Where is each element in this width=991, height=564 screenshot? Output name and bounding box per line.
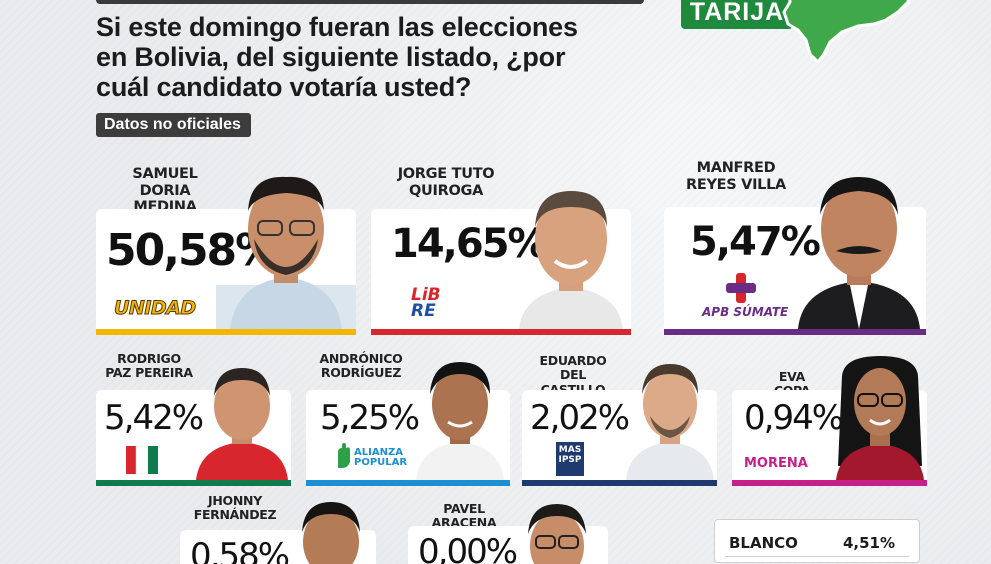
candidate-photo	[216, 176, 356, 329]
candidate-name: JORGE TUTO QUIROGA	[397, 166, 495, 199]
candidate-percentage: 0,58%	[190, 536, 290, 564]
candidate-percentage: 5,25%	[320, 398, 420, 438]
divider	[725, 556, 909, 557]
blank-vote-label: BLANCO	[729, 534, 798, 552]
candidate-card: 0,58%	[180, 502, 376, 564]
candidate-card: 5,47% APB SÚMATE	[664, 177, 926, 335]
candidate-photo	[416, 362, 504, 480]
candidate-percentage: 0,94%	[744, 398, 844, 438]
candidate-card: 14,65% LiB RE	[371, 191, 631, 335]
blank-vote-box: BLANCO 4,51%	[714, 519, 920, 563]
candidate-percentage: 0,00%	[418, 532, 518, 564]
party-color-bar	[664, 329, 926, 335]
candidate-percentage: 5,42%	[104, 398, 204, 438]
blank-vote-value: 4,51%	[842, 534, 895, 552]
candidate-photo	[196, 368, 288, 480]
candidate-name: ANDRÓNICO RODRÍGUEZ	[319, 351, 403, 381]
sumate-cross-icon	[726, 273, 756, 303]
party-logo-label: ALIANZA POPULAR	[354, 447, 408, 468]
party-color-bar	[96, 480, 291, 486]
party-color-bar	[371, 329, 631, 335]
party-logo-pdc	[126, 446, 158, 474]
candidate-name: RODRIGO PAZ PEREIRA	[105, 351, 193, 381]
candidate-percentage: 14,65%	[391, 221, 548, 267]
candidate-photo	[519, 191, 623, 329]
candidate-card: 0,94% MORENA	[732, 356, 927, 486]
party-logo-mas: MAS IPSP	[556, 442, 584, 476]
candidate-photo	[798, 177, 920, 329]
party-logo-unidad: UNIDAD	[114, 297, 197, 320]
candidate-name: JHONNY FERNÁNDEZ	[193, 493, 277, 523]
party-logo-morena: MORENA	[744, 456, 808, 471]
candidate-percentage: 2,02%	[530, 398, 630, 438]
candidate-card: 50,58% UNIDAD	[96, 176, 356, 335]
candidate-card: 2,02% MAS IPSP	[522, 364, 717, 486]
region-badge: TARIJA	[681, 0, 793, 29]
unofficial-badge: Datos no oficiales	[96, 113, 251, 137]
candidate-card: 0,00%	[408, 504, 608, 564]
candidate-card: 5,42%	[96, 368, 291, 486]
party-logo-label: MAS IPSP	[558, 445, 582, 465]
party-logo-alianza: ALIANZA POPULAR	[334, 442, 407, 476]
candidate-name: MANFRED REYES VILLA	[686, 160, 786, 193]
party-logo-sumate: APB SÚMATE	[702, 273, 788, 323]
party-color-bar	[732, 480, 927, 486]
party-color-bar	[96, 329, 356, 335]
party-color-bar	[522, 480, 717, 486]
candidate-photo	[626, 364, 714, 480]
candidate-percentage: 5,47%	[690, 219, 821, 265]
headline: Si este domingo fueran las elecciones en…	[96, 12, 578, 102]
party-color-bar	[306, 480, 510, 486]
party-logo-label: APB SÚMATE	[702, 305, 789, 319]
candidate-photo	[528, 504, 586, 564]
tarija-map-icon	[782, 0, 910, 65]
top-bar	[96, 0, 644, 4]
raised-hand-icon	[338, 443, 350, 468]
candidate-photo	[302, 502, 360, 564]
candidate-card: 5,25% ALIANZA POPULAR	[306, 362, 510, 486]
candidate-photo	[836, 356, 924, 480]
party-logo-libre: LiB RE	[411, 285, 441, 321]
